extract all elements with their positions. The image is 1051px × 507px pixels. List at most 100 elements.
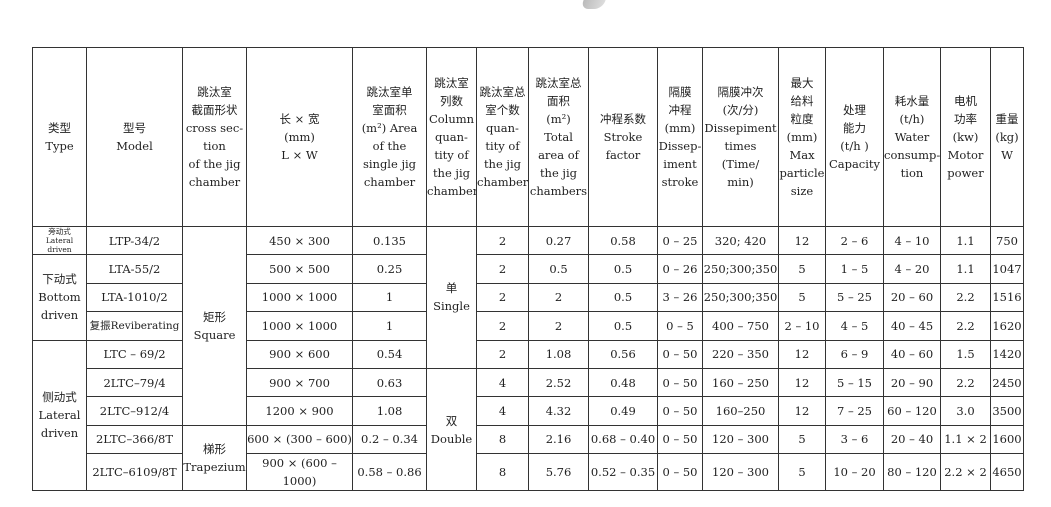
capacity-cell: 4 – 5 — [825, 311, 884, 341]
water-cell: 20 – 40 — [883, 424, 941, 455]
header-dissepiment-times: 隔膜冲次 (次/分) Dissepiment times (Time/ min) — [702, 47, 779, 227]
stroke-cell: 0 – 50 — [657, 367, 703, 398]
capacity-cell: 10 – 20 — [825, 453, 884, 492]
weight-cell: 750 — [990, 225, 1024, 256]
model-cell: LTC – 69/2 — [86, 339, 183, 369]
model-cell: 2LTC–366/8T — [86, 424, 183, 455]
header-row: 类型 Type 型号 Model 跳汰室 截面形状 cross sec- tio… — [32, 47, 1024, 227]
water-cell: 20 – 60 — [883, 282, 941, 313]
single-area-cell: 0.2 – 0.34 — [352, 424, 427, 455]
total-area-cell: 2.16 — [528, 424, 589, 455]
single-area-cell: 0.58 – 0.86 — [352, 453, 427, 492]
table-row: 复振Reviberating 1000 × 1000 1 2 2 0.5 0 – 5 400 … — [33, 311, 1024, 341]
power-cell: 1.1 — [940, 225, 991, 256]
capacity-cell: 6 – 9 — [825, 339, 884, 369]
single-area-cell: 0.54 — [352, 339, 427, 369]
weight-cell: 1420 — [990, 339, 1024, 369]
capacity-cell: 3 – 6 — [825, 424, 884, 455]
table-row: 2LTC–366/8T 梯形 Trapezium 600 × (300 – 600)… — [33, 424, 1024, 492]
max-size-cell: 12 — [778, 367, 826, 398]
times-cell: 400 – 750 — [702, 311, 779, 341]
header-capacity: 处理 能力 (t/h ) Capacity — [825, 47, 884, 227]
lw-cell: 1000 × 1000 — [246, 282, 353, 313]
power-cell: 2.2 × 2 — [940, 453, 991, 492]
stroke-cell: 0 – 50 — [657, 424, 703, 455]
table-row: 侧动式 Lateral driven LTC – 69/2 900 × 600 0.5… — [32, 339, 1024, 492]
chambers-cell: 2 — [476, 339, 529, 369]
model-cell: LTA-55/2 — [86, 254, 183, 284]
weight-cell: 1600 — [990, 424, 1024, 455]
table-row: 2LTC–912/4 1200 × 900 1.08 4 4.32 0.49 0 – 50 1… — [33, 396, 1024, 426]
model-cell: LTP-34/2 — [86, 225, 183, 256]
max-size-cell: 5 — [778, 453, 826, 492]
cross-section-cell: 梯形 Trapezium — [182, 424, 247, 492]
times-cell: 120 – 300 — [702, 424, 779, 455]
max-size-cell: 2 – 10 — [778, 311, 826, 341]
model-cell: 2LTC–6109/8T — [86, 453, 183, 492]
weight-cell: 1620 — [990, 311, 1024, 341]
water-cell: 4 – 10 — [883, 225, 941, 256]
column-quantity-cell: 单 Single — [426, 226, 477, 369]
lw-cell: 900 × 600 — [246, 339, 353, 369]
total-area-cell: 0.5 — [528, 254, 589, 284]
single-area-cell: 1 — [352, 311, 427, 341]
lw-cell: 900 × (600 – 1000) — [246, 453, 353, 492]
capacity-cell: 5 – 25 — [825, 282, 884, 313]
model-cell: 2LTC–79/4 — [86, 367, 183, 398]
model-cell: 2LTC–912/4 — [86, 396, 183, 426]
header-type: 类型 Type — [32, 47, 87, 227]
table-row: 下动式 Bottom driven LTA-55/2 500 × 500 0.25 2 0… — [32, 254, 1024, 341]
type-cell: 旁动式 Lateral driven — [32, 225, 87, 256]
stroke-cell: 3 – 26 — [657, 282, 703, 313]
decorative-mark — [580, 0, 606, 9]
times-cell: 250;300;350 — [702, 282, 779, 313]
single-area-cell: 0.25 — [352, 254, 427, 284]
water-cell: 40 – 60 — [883, 339, 941, 369]
max-size-cell: 12 — [778, 339, 826, 369]
chambers-cell: 2 — [476, 282, 529, 313]
max-size-cell: 12 — [778, 396, 826, 426]
header-single-area: 跳汰室单 室面积 (m²) Area of the single jig cha… — [352, 47, 427, 227]
total-area-cell: 1.08 — [528, 339, 589, 369]
chambers-cell: 2 — [476, 254, 529, 284]
header-total-area: 跳汰室总 面积 (m²) Total area of the jig chamb… — [528, 47, 589, 227]
weight-cell: 1516 — [990, 282, 1024, 313]
power-cell: 2.2 — [940, 367, 991, 398]
chambers-cell: 4 — [476, 367, 529, 398]
lw-cell: 600 × (300 – 600) — [246, 424, 353, 455]
power-cell: 2.2 — [940, 311, 991, 341]
header-column-quantity: 跳汰室 列数 Column quan- tity of the jig cham… — [426, 47, 477, 227]
max-size-cell: 5 — [778, 424, 826, 455]
stroke-cell: 0 – 50 — [657, 396, 703, 426]
chambers-cell: 2 — [476, 311, 529, 341]
header-max-particle-size: 最大 给料 粒度 (mm) Max particle size — [778, 47, 826, 227]
stroke-cell: 0 – 25 — [657, 225, 703, 256]
lw-cell: 900 × 700 — [246, 367, 353, 398]
header-dissepiment-stroke: 隔膜 冲程 (mm) Dissep- iment stroke — [657, 47, 703, 227]
table-row: LTA-1010/2 1000 × 1000 1 2 2 0.5 3 – 26 250;300… — [33, 282, 1024, 313]
stroke-factor-cell: 0.5 — [588, 254, 658, 284]
total-area-cell: 4.32 — [528, 396, 589, 426]
water-cell: 4 – 20 — [883, 254, 941, 284]
table-row: 2LTC–6109/8T 900 × (600 – 1000) 0.58 – 0.8… — [33, 453, 1024, 492]
jig-specifications-table: 类型 Type 型号 Model 跳汰室 截面形状 cross sec- tio… — [32, 47, 1024, 492]
header-stroke-factor: 冲程系数 Stroke factor — [588, 47, 658, 227]
stroke-factor-cell: 0.5 — [588, 311, 658, 341]
capacity-cell: 7 – 25 — [825, 396, 884, 426]
header-weight: 重量 (kg) W — [990, 47, 1024, 227]
times-cell: 120 – 300 — [702, 453, 779, 492]
column-quantity-cell: 双 Double — [426, 367, 477, 492]
type-cell: 侧动式 Lateral driven — [32, 339, 87, 492]
stroke-factor-cell: 0.68 – 0.40 — [588, 424, 658, 455]
water-cell: 40 – 45 — [883, 311, 941, 341]
stroke-factor-cell: 0.48 — [588, 367, 658, 398]
model-cell: 复振Reviberating — [86, 311, 183, 341]
stroke-factor-cell: 0.56 — [588, 339, 658, 369]
stroke-cell: 0 – 50 — [657, 453, 703, 492]
stroke-factor-cell: 0.52 – 0.35 — [588, 453, 658, 492]
chambers-cell: 4 — [476, 396, 529, 426]
header-cross-section: 跳汰室 截面形状 cross sec- tion of the jig cham… — [182, 47, 247, 227]
water-cell: 20 – 90 — [883, 367, 941, 398]
water-cell: 80 – 120 — [883, 453, 941, 492]
chambers-cell: 8 — [476, 453, 529, 492]
